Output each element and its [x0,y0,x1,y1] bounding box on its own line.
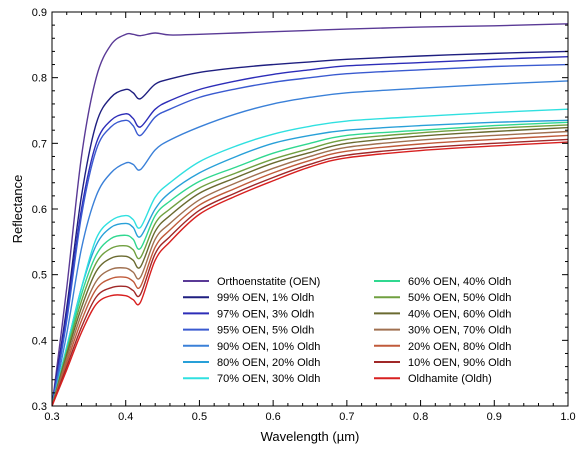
legend-entry: 10% OEN, 90% Oldh [374,357,511,369]
series-line-12 [52,138,568,406]
series-line-4 [52,80,568,406]
legend-label: 97% OEN, 3% Oldh [217,308,314,320]
legend-entry: 30% OEN, 70% Oldh [374,325,511,337]
y-tick-label: 0.4 [32,335,47,347]
x-tick-label: 0.7 [339,411,354,423]
legend-entry: 95% OEN, 5% Oldh [183,325,314,337]
series-line-2 [52,55,568,406]
y-tick-label: 0.8 [32,73,47,85]
legend-label: 40% OEN, 60% Oldh [408,308,511,320]
y-tick-label: 0.6 [32,204,47,216]
legend-label: 80% OEN, 20% Oldh [217,357,320,369]
legend-label: 20% OEN, 80% Oldh [408,341,511,353]
series-line-0 [52,23,568,406]
series-line-5 [52,119,568,406]
y-tick-label: 0.3 [32,401,47,413]
x-tick-label: 0.9 [487,411,502,423]
series-line-11 [52,134,568,406]
x-tick-label: 0.5 [192,411,207,423]
series-line-13 [52,141,568,406]
x-axis-title: Wavelength (µm) [261,429,360,444]
legend-entry: 50% OEN, 50% Oldh [374,292,511,304]
legend-label: 60% OEN, 40% Oldh [408,276,511,288]
legend-label: Orthoenstatite (OEN) [217,276,320,288]
legend-entry: 90% OEN, 10% Oldh [183,341,320,353]
legend-entry: 40% OEN, 60% Oldh [374,308,511,320]
legend: Orthoenstatite (OEN) 99% OEN, 1% Oldh 97% … [183,276,511,385]
ticks-layer: 0.3 0.4 0.5 0.6 0.7 0.8 0.9 1.0 0.3 0.4 0.5 0.6 0.7 0… [32,7,576,423]
legend-entry: 97% OEN, 3% Oldh [183,308,314,320]
series-line-3 [52,63,568,406]
x-tick-label: 0.4 [118,411,133,423]
series-line-10 [52,130,568,406]
legend-entry: 99% OEN, 1% Oldh [183,292,314,304]
series-layer [52,23,568,406]
legend-entry: 60% OEN, 40% Oldh [374,276,511,288]
x-tick-label: 1.0 [560,411,575,423]
x-tick-label: 0.6 [265,411,280,423]
legend-label: 10% OEN, 90% Oldh [408,357,511,369]
legend-label: 50% OEN, 50% Oldh [408,292,511,304]
y-tick-label: 0.7 [32,138,47,150]
legend-entry: 20% OEN, 80% Oldh [374,341,511,353]
legend-entry: Orthoenstatite (OEN) [183,276,320,288]
series-line-9 [52,126,568,406]
legend-entry: 70% OEN, 30% Oldh [183,373,320,385]
legend-label: 99% OEN, 1% Oldh [217,292,314,304]
legend-label: Oldhamite (Oldh) [408,373,492,385]
legend-label: 30% OEN, 70% Oldh [408,325,511,337]
x-tick-label: 0.8 [413,411,428,423]
series-line-1 [52,50,568,406]
y-tick-label: 0.5 [32,270,47,282]
legend-entry: 80% OEN, 20% Oldh [183,357,320,369]
y-axis-title: Reflectance [10,175,25,244]
legend-label: 70% OEN, 30% Oldh [217,373,320,385]
legend-label: 95% OEN, 5% Oldh [217,325,314,337]
series-line-7 [52,121,568,406]
y-tick-label: 0.9 [32,7,47,19]
legend-entry: Oldhamite (Oldh) [374,373,492,385]
series-line-8 [52,124,568,406]
legend-label: 90% OEN, 10% Oldh [217,341,320,353]
series-line-6 [52,108,568,406]
x-tick-label: 0.3 [44,411,59,423]
